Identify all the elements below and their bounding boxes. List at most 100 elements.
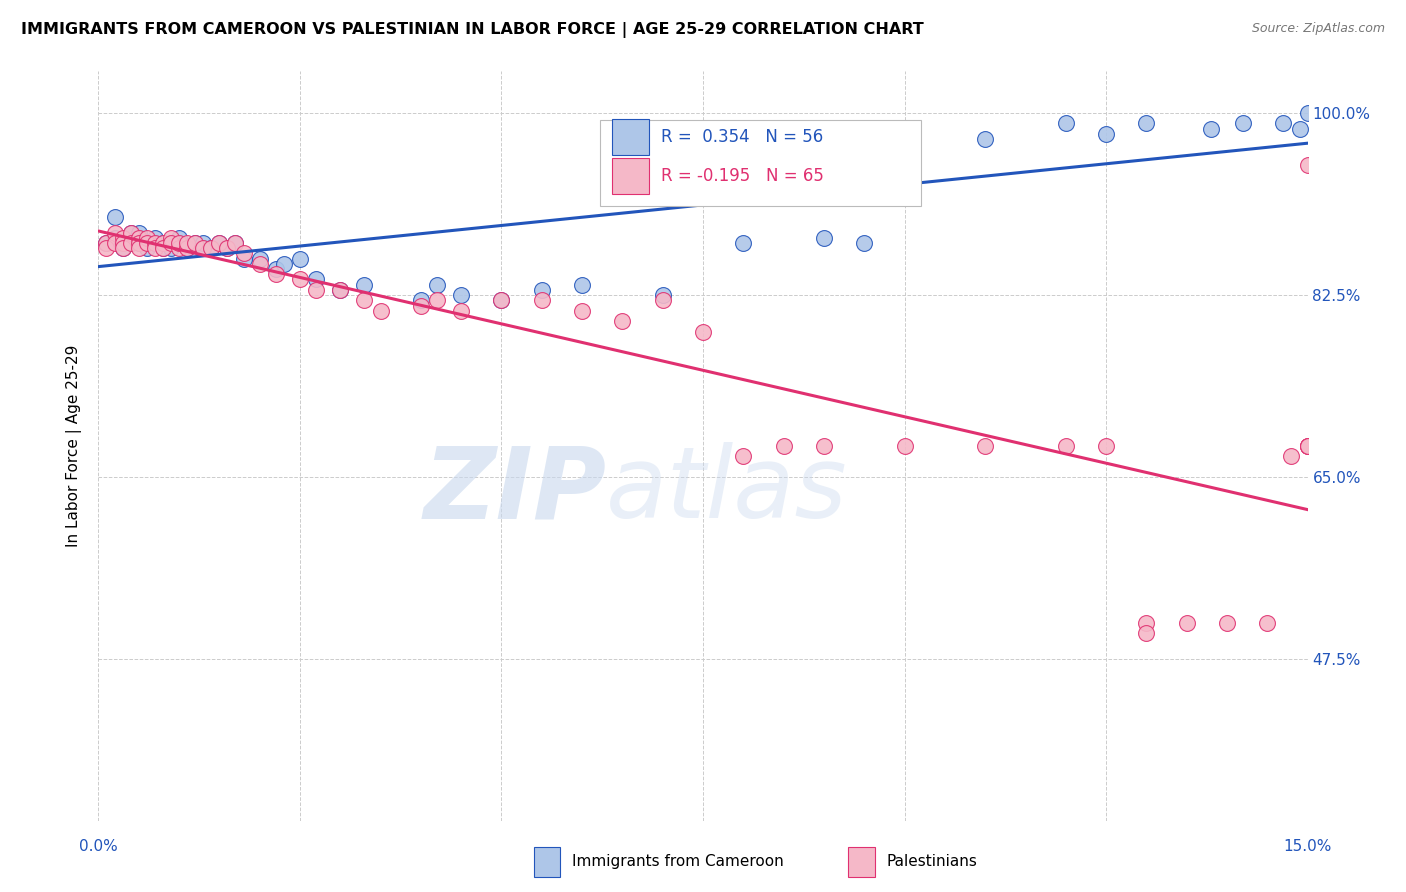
Text: ZIP: ZIP <box>423 442 606 540</box>
Bar <box>534 847 561 877</box>
Point <box>120 236 142 251</box>
Text: Immigrants from Cameroon: Immigrants from Cameroon <box>572 855 785 870</box>
Point <box>1135 116 1157 130</box>
Point <box>1288 121 1310 136</box>
Point <box>1216 615 1239 630</box>
Point <box>128 236 150 251</box>
Point <box>208 236 231 251</box>
Point <box>135 231 157 245</box>
Point <box>1135 615 1157 630</box>
Point <box>329 283 352 297</box>
Point <box>530 283 553 297</box>
Point <box>184 236 207 251</box>
Point <box>167 236 190 251</box>
Point <box>1232 116 1254 130</box>
Point <box>813 231 835 245</box>
Point <box>160 236 183 251</box>
Point <box>167 236 190 251</box>
Point <box>224 236 246 251</box>
Point <box>120 226 142 240</box>
Point <box>143 231 166 245</box>
Point <box>111 241 134 255</box>
Point <box>135 241 157 255</box>
Point <box>249 252 271 266</box>
Point <box>193 236 215 251</box>
FancyBboxPatch shape <box>600 120 921 206</box>
Point <box>135 236 157 251</box>
Text: Palestinians: Palestinians <box>887 855 977 870</box>
Text: R =  0.354   N = 56: R = 0.354 N = 56 <box>661 128 823 145</box>
Point <box>1296 106 1319 120</box>
Point <box>152 236 174 251</box>
Point <box>200 241 222 255</box>
Point <box>1296 439 1319 453</box>
Bar <box>613 119 648 154</box>
Point <box>143 236 166 251</box>
Point <box>772 439 794 453</box>
Point <box>353 293 375 308</box>
Point <box>1054 116 1077 130</box>
Point <box>143 236 166 251</box>
Point <box>103 226 125 240</box>
Point <box>1296 439 1319 453</box>
Point <box>176 241 198 255</box>
Point <box>450 288 472 302</box>
Point <box>530 293 553 308</box>
Point <box>160 241 183 255</box>
Point <box>111 241 134 255</box>
Point <box>853 236 876 251</box>
Point <box>288 272 311 286</box>
Point <box>571 303 593 318</box>
Point <box>491 293 513 308</box>
Point <box>426 277 449 292</box>
Point <box>305 283 328 297</box>
Point <box>111 236 134 251</box>
Point <box>426 293 449 308</box>
Point <box>733 236 755 251</box>
Point <box>167 241 190 255</box>
Point <box>370 303 392 318</box>
Point <box>120 236 142 251</box>
Point <box>167 231 190 245</box>
Point <box>152 241 174 255</box>
Point <box>208 236 231 251</box>
Point <box>491 293 513 308</box>
Text: 0.0%: 0.0% <box>79 839 118 855</box>
Point <box>232 246 254 260</box>
Point <box>1054 439 1077 453</box>
Point <box>273 257 295 271</box>
Point <box>1095 127 1118 141</box>
Point <box>152 236 174 251</box>
Point <box>409 293 432 308</box>
Point <box>184 236 207 251</box>
Point <box>232 252 254 266</box>
Point <box>1135 626 1157 640</box>
Point <box>217 241 239 255</box>
Point <box>1256 615 1278 630</box>
Point <box>111 236 134 251</box>
Text: Source: ZipAtlas.com: Source: ZipAtlas.com <box>1251 22 1385 36</box>
Text: R = -0.195   N = 65: R = -0.195 N = 65 <box>661 168 824 186</box>
Point <box>288 252 311 266</box>
Point <box>111 231 134 245</box>
Point <box>193 241 215 255</box>
Point <box>651 288 673 302</box>
Point <box>128 231 150 245</box>
Point <box>612 314 634 328</box>
Point <box>1281 450 1303 464</box>
Text: IMMIGRANTS FROM CAMEROON VS PALESTINIAN IN LABOR FORCE | AGE 25-29 CORRELATION C: IMMIGRANTS FROM CAMEROON VS PALESTINIAN … <box>21 22 924 38</box>
Point <box>571 277 593 292</box>
Y-axis label: In Labor Force | Age 25-29: In Labor Force | Age 25-29 <box>66 345 83 547</box>
Point <box>120 226 142 240</box>
Point <box>143 241 166 255</box>
Point <box>651 293 673 308</box>
Point <box>128 236 150 251</box>
Point <box>103 236 125 251</box>
Point <box>450 303 472 318</box>
Text: 15.0%: 15.0% <box>1284 839 1331 855</box>
Point <box>813 439 835 453</box>
Point <box>974 132 997 146</box>
Point <box>305 272 328 286</box>
Point <box>160 236 183 251</box>
Text: atlas: atlas <box>606 442 848 540</box>
